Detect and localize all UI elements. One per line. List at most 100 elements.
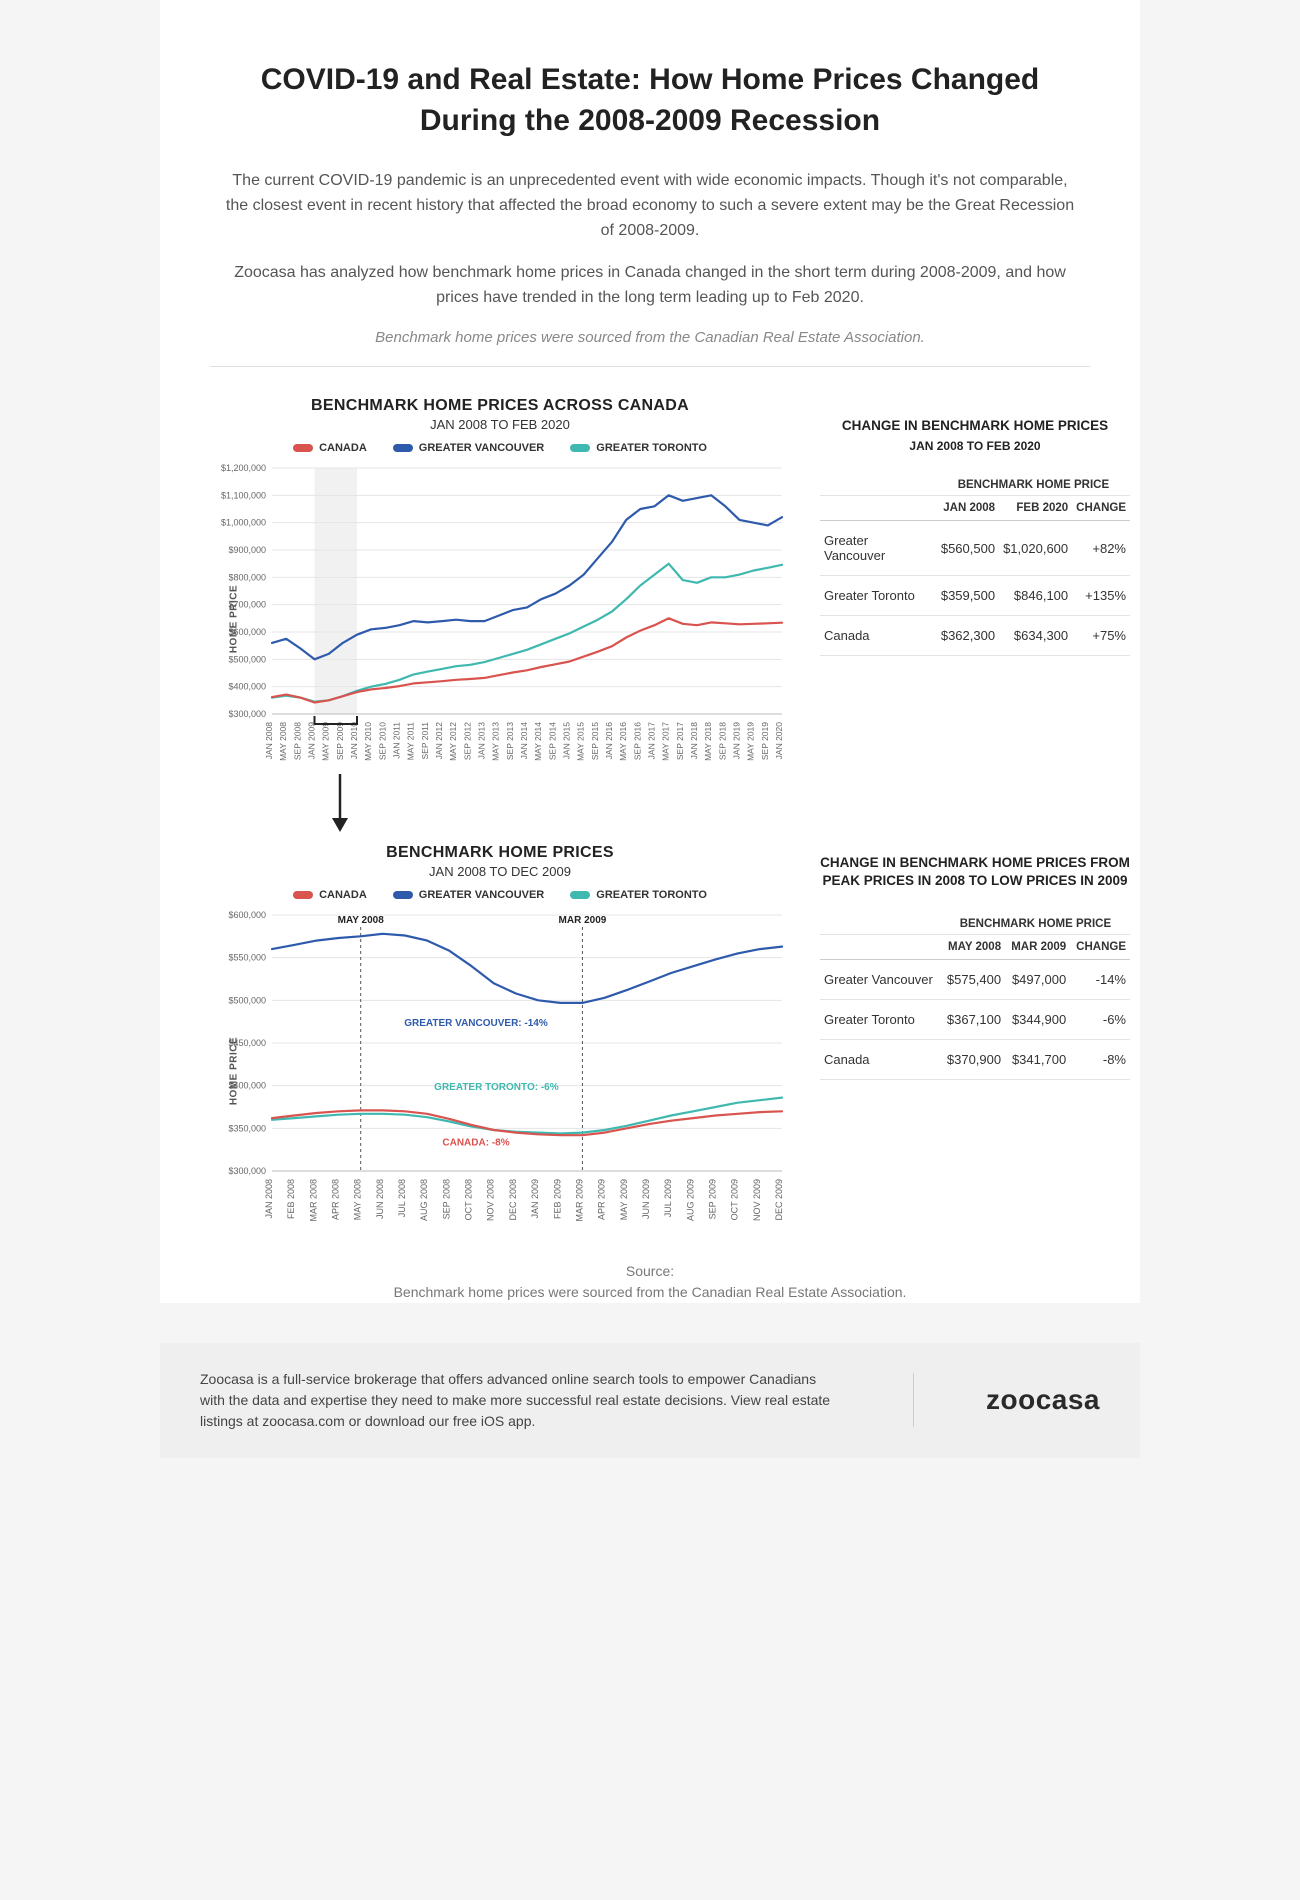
svg-text:SEP 2019: SEP 2019 (760, 722, 770, 760)
svg-text:JAN 2009: JAN 2009 (307, 722, 317, 760)
svg-text:JAN 2015: JAN 2015 (562, 722, 572, 760)
arrow-icon (320, 774, 440, 844)
svg-text:JAN 2008: JAN 2008 (264, 722, 274, 760)
row-long-term: BENCHMARK HOME PRICES ACROSS CANADA JAN … (210, 397, 1090, 774)
svg-text:JAN 2018: JAN 2018 (689, 722, 699, 760)
legend-canada-label: CANADA (319, 889, 367, 901)
chart2-column: BENCHMARK HOME PRICES JAN 2008 TO DEC 20… (210, 844, 790, 1231)
svg-text:MAY 2016: MAY 2016 (618, 722, 628, 761)
svg-text:JAN 2009: JAN 2009 (530, 1179, 540, 1219)
svg-text:MAY 2014: MAY 2014 (533, 722, 543, 761)
chart2-wrap: HOME PRICE $300,000$350,000$400,000$450,… (210, 911, 790, 1231)
svg-text:NOV 2008: NOV 2008 (486, 1179, 496, 1221)
svg-text:MAR 2009: MAR 2009 (574, 1179, 584, 1222)
divider (210, 366, 1090, 367)
svg-text:JAN 2014: JAN 2014 (519, 722, 529, 760)
price-table-long: BENCHMARK HOME PRICEJAN 2008FEB 2020CHAN… (820, 467, 1130, 656)
svg-text:SEP 2015: SEP 2015 (590, 722, 600, 760)
svg-text:JUN 2009: JUN 2009 (641, 1179, 651, 1219)
svg-text:SEP 2011: SEP 2011 (420, 722, 430, 760)
svg-text:SEP 2008: SEP 2008 (292, 722, 302, 760)
chart2-title: BENCHMARK HOME PRICES (210, 844, 790, 862)
svg-text:JAN 2016: JAN 2016 (604, 722, 614, 760)
legend-vancouver-label: GREATER VANCOUVER (419, 442, 545, 454)
legend-vancouver-label: GREATER VANCOUVER (419, 889, 545, 901)
footer-blurb: Zoocasa is a full-service brokerage that… (200, 1369, 840, 1432)
source-note: Benchmark home prices were sourced from … (210, 329, 1090, 346)
svg-text:APR 2009: APR 2009 (597, 1179, 607, 1220)
svg-text:MAY 2018: MAY 2018 (703, 722, 713, 761)
svg-text:MAY 2010: MAY 2010 (363, 722, 373, 761)
svg-text:$550,000: $550,000 (228, 953, 266, 963)
svg-text:MAY 2011: MAY 2011 (406, 722, 416, 761)
svg-text:$1,100,000: $1,100,000 (221, 490, 266, 500)
svg-text:GREATER VANCOUVER: -14%: GREATER VANCOUVER: -14% (404, 1018, 548, 1029)
row-recession: BENCHMARK HOME PRICES JAN 2008 TO DEC 20… (210, 844, 1090, 1231)
svg-text:MAY 2013: MAY 2013 (491, 722, 501, 761)
svg-text:APR 2008: APR 2008 (331, 1179, 341, 1220)
svg-text:MAY 2012: MAY 2012 (448, 722, 458, 761)
svg-text:JAN 2008: JAN 2008 (264, 1179, 274, 1219)
svg-text:MAY 2008: MAY 2008 (278, 722, 288, 761)
svg-text:DEC 2008: DEC 2008 (508, 1179, 518, 1221)
table1-subtitle: JAN 2008 TO FEB 2020 (820, 439, 1130, 453)
chart2-subtitle: JAN 2008 TO DEC 2009 (210, 864, 790, 879)
legend-toronto: GREATER TORONTO (570, 889, 707, 901)
svg-text:$1,200,000: $1,200,000 (221, 464, 266, 473)
svg-text:SEP 2014: SEP 2014 (547, 722, 557, 760)
chart1-legend: CANADA GREATER VANCOUVER GREATER TORONTO (210, 442, 790, 454)
svg-text:SEP 2008: SEP 2008 (441, 1179, 451, 1219)
page-title: COVID-19 and Real Estate: How Home Price… (210, 60, 1090, 141)
svg-text:SEP 2010: SEP 2010 (377, 722, 387, 760)
chart2-legend: CANADA GREATER VANCOUVER GREATER TORONTO (210, 889, 790, 901)
svg-text:SEP 2009: SEP 2009 (707, 1179, 717, 1219)
footer-bar: Zoocasa is a full-service brokerage that… (160, 1343, 1140, 1458)
table1-column: CHANGE IN BENCHMARK HOME PRICES JAN 2008… (820, 397, 1130, 656)
chart1-ylabel: HOME PRICE (229, 585, 240, 653)
svg-text:OCT 2009: OCT 2009 (730, 1179, 740, 1220)
footer-source-label: Source: (210, 1261, 1090, 1282)
svg-text:SEP 2017: SEP 2017 (675, 722, 685, 760)
svg-text:JAN 2020: JAN 2020 (774, 722, 784, 760)
legend-toronto: GREATER TORONTO (570, 442, 707, 454)
zoom-arrow (210, 784, 1090, 844)
svg-text:SEP 2012: SEP 2012 (462, 722, 472, 760)
svg-text:$350,000: $350,000 (228, 1123, 266, 1133)
chart2-svg: $300,000$350,000$400,000$450,000$500,000… (210, 911, 790, 1231)
brand-logo: zoocasa (986, 1384, 1100, 1416)
svg-text:SEP 2016: SEP 2016 (632, 722, 642, 760)
chart1-subtitle: JAN 2008 TO FEB 2020 (210, 417, 790, 432)
svg-text:JUN 2008: JUN 2008 (375, 1179, 385, 1219)
svg-text:OCT 2008: OCT 2008 (464, 1179, 474, 1220)
svg-text:JAN 2011: JAN 2011 (392, 722, 402, 759)
svg-text:AUG 2008: AUG 2008 (419, 1179, 429, 1221)
legend-canada-label: CANADA (319, 442, 367, 454)
svg-text:SEP 2013: SEP 2013 (505, 722, 515, 760)
legend-canada: CANADA (293, 889, 367, 901)
legend-toronto-label: GREATER TORONTO (596, 889, 707, 901)
table2-title: CHANGE IN BENCHMARK HOME PRICES FROM PEA… (820, 854, 1130, 890)
chart1-title: BENCHMARK HOME PRICES ACROSS CANADA (210, 397, 790, 415)
svg-text:JAN 2010: JAN 2010 (349, 722, 359, 760)
intro-paragraph-1: The current COVID-19 pandemic is an unpr… (210, 169, 1090, 243)
svg-text:MAY 2017: MAY 2017 (661, 722, 671, 761)
chart1-svg: $300,000$400,000$500,000$600,000$700,000… (210, 464, 790, 774)
page: COVID-19 and Real Estate: How Home Price… (160, 0, 1140, 1303)
footer-source: Source: Benchmark home prices were sourc… (210, 1261, 1090, 1303)
svg-text:$400,000: $400,000 (228, 682, 266, 692)
svg-text:$300,000: $300,000 (228, 1166, 266, 1176)
svg-text:MAR 2008: MAR 2008 (308, 1179, 318, 1222)
svg-text:SEP 2018: SEP 2018 (717, 722, 727, 760)
svg-text:SEP 2009: SEP 2009 (335, 722, 345, 760)
price-table-recession: BENCHMARK HOME PRICEMAY 2008MAR 2009CHAN… (820, 906, 1130, 1080)
legend-vancouver: GREATER VANCOUVER (393, 442, 545, 454)
svg-text:$500,000: $500,000 (228, 995, 266, 1005)
svg-text:JUL 2008: JUL 2008 (397, 1179, 407, 1217)
svg-text:JAN 2013: JAN 2013 (477, 722, 487, 760)
legend-vancouver: GREATER VANCOUVER (393, 889, 545, 901)
chart1-column: BENCHMARK HOME PRICES ACROSS CANADA JAN … (210, 397, 790, 774)
svg-text:$800,000: $800,000 (228, 572, 266, 582)
svg-text:MAY 2009: MAY 2009 (619, 1179, 629, 1220)
svg-text:$900,000: $900,000 (228, 545, 266, 555)
svg-text:JAN 2019: JAN 2019 (732, 722, 742, 760)
